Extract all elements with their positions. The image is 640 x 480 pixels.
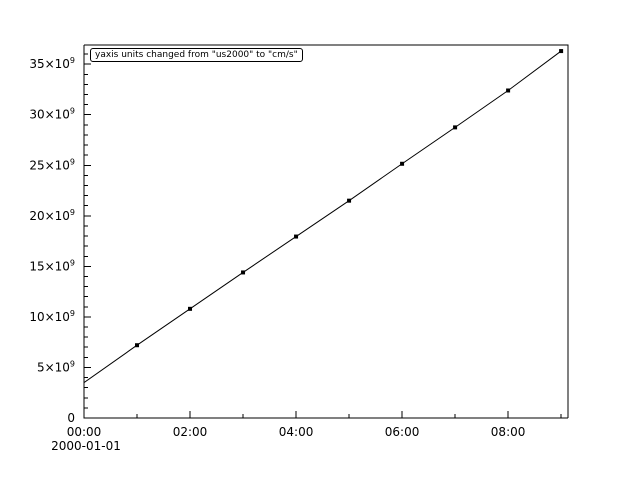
- y-tick-label: 10×109: [29, 309, 75, 324]
- annotation-message-text: yaxis units changed from "us2000" to "cm…: [95, 50, 298, 60]
- series-data-point[interactable]: [559, 49, 564, 54]
- x-tick-label: 06:00: [385, 425, 420, 439]
- y-tick-label: 20×109: [29, 208, 75, 223]
- y-axis-ticks: [84, 53, 91, 419]
- x-axis-date-label: 2000-01-01: [51, 439, 121, 453]
- x-tick-label: 08:00: [491, 425, 526, 439]
- y-tick-label: 30×109: [29, 107, 75, 122]
- data-series-group[interactable]: [83, 49, 564, 384]
- series-data-point[interactable]: [188, 306, 193, 311]
- x-axis-ticks: [83, 411, 562, 418]
- y-tick-label: 25×109: [29, 157, 75, 172]
- series-data-point[interactable]: [347, 198, 352, 203]
- series-data-point[interactable]: [294, 234, 299, 239]
- x-tick-label: 02:00: [173, 425, 208, 439]
- series-data-point[interactable]: [453, 125, 458, 130]
- y-tick-label: 35×109: [29, 56, 75, 71]
- plot-frame: [83, 44, 569, 419]
- x-tick-label: 00:00: [67, 425, 102, 439]
- series-line[interactable]: [83, 50, 562, 384]
- series-data-point[interactable]: [400, 161, 405, 166]
- y-tick-label: 15×109: [29, 258, 75, 273]
- x-tick-label: 04:00: [279, 425, 314, 439]
- series-data-point[interactable]: [241, 270, 246, 275]
- y-tick-label: 5×109: [37, 359, 75, 374]
- plot-frame-path: [83, 44, 569, 419]
- y-tick-label: 0: [67, 411, 75, 425]
- annotation-message-box[interactable]: yaxis units changed from "us2000" to "cm…: [90, 48, 303, 62]
- x-axis-base-date-label: 2000-01-01: [51, 439, 121, 453]
- series-data-point[interactable]: [506, 88, 511, 93]
- y-axis-tick-labels: 0 5×109 10×109 15×109 20×109 25×109 30×109 35×1…: [29, 56, 75, 425]
- x-axis-tick-labels: 00:00 02:00 04:00 06:00 08:00: [67, 425, 526, 439]
- series-data-point[interactable]: [135, 343, 140, 348]
